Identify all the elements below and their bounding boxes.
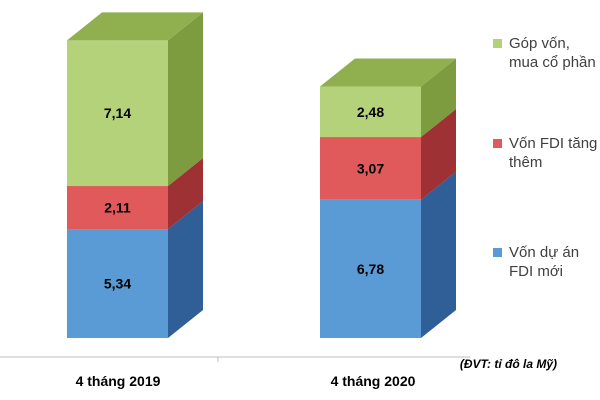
data-label: 5,34 (104, 276, 131, 292)
legend-label: Vốn dự án FDI mới (509, 244, 580, 280)
bar-side-new-fdi (168, 201, 203, 338)
data-label: 6,78 (357, 261, 384, 277)
category-label: 4 tháng 2019 (76, 373, 161, 389)
category-label: 4 tháng 2020 (331, 373, 416, 389)
legend-swatch (493, 39, 502, 48)
bar-side-share-purchase (421, 58, 456, 138)
data-label: 2,48 (357, 104, 384, 120)
bar-segment-share-purchase (67, 40, 168, 187)
bar-side-fdi-increase (168, 158, 203, 230)
bar-top-share-purchase (320, 58, 456, 87)
unit-note: (ĐVT: tỉ đô la Mỹ) (460, 357, 557, 371)
data-label: 2,11 (104, 200, 131, 216)
legend-label: Góp vốn, mua cổ phần (509, 35, 596, 71)
bar-segment-fdi-increase (67, 186, 168, 230)
legend-label: Vốn FDI tăng thêm (509, 135, 598, 171)
data-label: 3,07 (357, 160, 384, 176)
legend: Góp vốn, mua cổ phần Vốn FDI tăng thêm V… (493, 0, 598, 330)
bar-segment-fdi-increase (320, 137, 421, 200)
legend-swatch (493, 139, 502, 148)
bar-segment-share-purchase (320, 86, 421, 138)
bar-side-share-purchase (168, 12, 203, 187)
legend-swatch (493, 248, 502, 257)
bar-side-new-fdi (421, 171, 456, 338)
bar-top-share-purchase (67, 12, 203, 41)
bar-segment-new-fdi (67, 229, 168, 338)
bar-segment-new-fdi (320, 199, 421, 338)
data-label: 7,14 (104, 105, 131, 121)
bar-side-fdi-increase (421, 109, 456, 200)
